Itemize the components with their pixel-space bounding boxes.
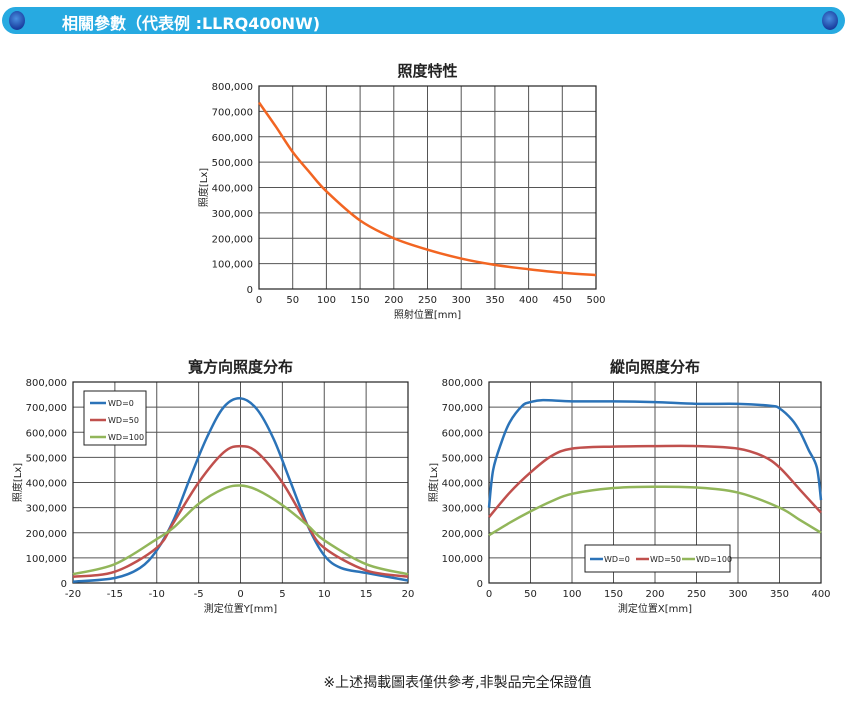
series-line-WD=0: [72, 397, 409, 583]
series-line-WD=50: [72, 444, 409, 578]
y-tick-label: 200,000: [442, 529, 483, 540]
x-axis-label: 照射位置[mm]: [394, 308, 461, 321]
x-tick-label: 50: [524, 589, 537, 600]
x-tick-label: 10: [318, 589, 331, 600]
x-tick-label: 250: [418, 295, 437, 306]
y-tick-label: 400,000: [26, 479, 67, 490]
legend-label: WD=0: [108, 399, 134, 408]
series-line-WD=50: [488, 444, 822, 518]
x-axis-label: 測定位置X[mm]: [618, 602, 692, 615]
y-axis-label: 照度[Lx]: [197, 168, 210, 207]
y-tick-label: 700,000: [212, 107, 253, 118]
legend-label: WD=0: [604, 555, 630, 564]
y-tick-label: 300,000: [26, 504, 67, 515]
x-tick-label: 100: [562, 589, 581, 600]
x-tick-label: 350: [485, 295, 504, 306]
plot-frame: [72, 381, 409, 584]
y-axis-label: 照度[Lx]: [427, 463, 440, 502]
y-tick-label: 700,000: [442, 403, 483, 414]
chart-0: 照度特性 0 50 100 150 200 250 300 350 400 450 500 0 100,0…: [197, 62, 606, 321]
series-line-0: [257, 101, 597, 277]
x-tick-label: 300: [452, 295, 471, 306]
y-tick-label: 600,000: [26, 428, 67, 439]
plot-frame: [488, 381, 822, 584]
x-tick-label: 150: [604, 589, 623, 600]
legend-label: WD=50: [108, 416, 139, 425]
x-axis-label: 測定位置Y[mm]: [204, 602, 277, 615]
header-bar: 相關參數（代表例 :LLRQ400NW): [2, 7, 845, 34]
legend-box: [584, 544, 731, 573]
y-tick-label: 300,000: [212, 209, 253, 220]
x-tick-label: 450: [553, 295, 572, 306]
chart-title: 照度特性: [397, 62, 457, 80]
x-tick-label: -10: [149, 589, 165, 600]
x-tick-label: 300: [728, 589, 747, 600]
y-axis-label: 照度[Lx]: [11, 463, 24, 502]
chart-1: 寬方向照度分布 -20 -15 -10 -5 0 5 10 15 20 0 100,000 200,00…: [11, 358, 414, 615]
series-line-WD=100: [488, 485, 822, 537]
chart-title: 縱向照度分布: [610, 358, 700, 376]
y-tick-label: 0: [247, 285, 253, 296]
page-title: 相關參數（代表例 :LLRQ400NW): [62, 14, 321, 33]
y-tick-label: 500,000: [26, 453, 67, 464]
y-tick-label: 400,000: [212, 184, 253, 195]
x-tick-label: -20: [65, 589, 81, 600]
y-tick-label: 400,000: [442, 479, 483, 490]
x-tick-label: 100: [317, 295, 336, 306]
y-tick-label: 600,000: [212, 133, 253, 144]
x-tick-label: 5: [279, 589, 285, 600]
legend-label: WD=100: [696, 555, 732, 564]
y-tick-label: 800,000: [442, 378, 483, 389]
y-tick-label: 200,000: [212, 234, 253, 245]
x-tick-label: 0: [237, 589, 243, 600]
y-tick-label: 500,000: [212, 158, 253, 169]
legend: WD=0 WD=50 WD=100: [83, 390, 147, 446]
legend-label: WD=100: [108, 433, 144, 442]
y-tick-label: 0: [477, 579, 483, 590]
x-tick-label: 200: [645, 589, 664, 600]
y-tick-label: 500,000: [442, 453, 483, 464]
y-tick-label: 200,000: [26, 529, 67, 540]
x-tick-label: 150: [351, 295, 370, 306]
y-tick-label: 600,000: [442, 428, 483, 439]
x-tick-label: 200: [384, 295, 403, 306]
legend: WD=0 WD=50 WD=100: [584, 544, 732, 573]
x-tick-label: 250: [687, 589, 706, 600]
y-tick-label: 800,000: [212, 82, 253, 93]
circle-bullet-icon: [9, 11, 25, 30]
y-tick-label: 0: [61, 579, 67, 590]
y-tick-label: 100,000: [26, 554, 67, 565]
plot-frame: [258, 85, 597, 290]
x-tick-label: 0: [486, 589, 492, 600]
circle-bullet-icon: [822, 11, 838, 30]
y-tick-label: 100,000: [212, 260, 253, 271]
y-tick-label: 100,000: [442, 554, 483, 565]
y-tick-label: 300,000: [442, 504, 483, 515]
x-tick-label: -5: [194, 589, 204, 600]
x-tick-label: 400: [811, 589, 830, 600]
x-tick-label: 50: [286, 295, 299, 306]
x-tick-label: 350: [770, 589, 789, 600]
x-tick-label: -15: [107, 589, 123, 600]
disclaimer-note: ※上述揭載圖表僅供參考,非製品完全保證值: [323, 675, 592, 691]
x-tick-label: 20: [402, 589, 415, 600]
x-tick-label: 0: [256, 295, 262, 306]
x-tick-label: 500: [586, 295, 605, 306]
series-line-WD=100: [72, 484, 409, 576]
legend-label: WD=50: [650, 555, 681, 564]
x-tick-label: 15: [360, 589, 373, 600]
series-line-WD=0: [487, 398, 823, 508]
chart-title: 寬方向照度分布: [188, 358, 293, 376]
y-tick-label: 700,000: [26, 403, 67, 414]
x-tick-label: 400: [519, 295, 538, 306]
y-tick-label: 800,000: [26, 378, 67, 389]
chart-2: 縱向照度分布 0 50 100 150 200 250 300 350 400 0 100,000 20…: [427, 358, 831, 615]
